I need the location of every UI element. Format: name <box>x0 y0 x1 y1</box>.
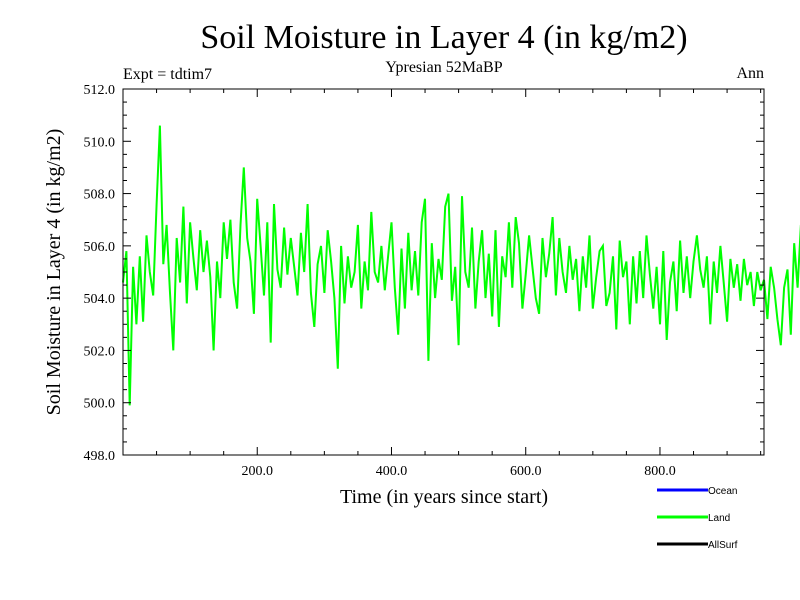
y-tick-label: 508.0 <box>84 188 116 203</box>
series-line-land <box>122 125 800 406</box>
y-tick-label: 500.0 <box>84 397 116 412</box>
plot-frame <box>122 88 765 456</box>
x-tick-label: 800.0 <box>644 464 676 479</box>
chart-title: Soil Moisture in Layer 4 (in kg/m2) <box>200 19 687 56</box>
chart-subtitle: Ypresian 52MaBP <box>385 59 502 76</box>
x-tick-label: 200.0 <box>241 464 273 479</box>
y-tick-label: 502.0 <box>84 344 116 359</box>
x-axis-label: Time (in years since start) <box>340 486 548 508</box>
legend: Ocean Land AllSurf <box>657 486 738 551</box>
y-tick-label: 510.0 <box>84 135 116 150</box>
legend-ocean-label: Ocean <box>708 486 737 497</box>
y-axis-label: Soil Moisture in Layer 4 (in kg/m2) <box>43 129 65 416</box>
x-tick-label: 400.0 <box>376 464 408 479</box>
x-tick-label: 600.0 <box>510 464 542 479</box>
season-label: Ann <box>736 65 764 82</box>
plot-area <box>122 88 800 456</box>
y-tick-label: 512.0 <box>84 83 116 98</box>
y-tick-label: 506.0 <box>84 240 116 255</box>
y-tick-label: 498.0 <box>84 449 116 464</box>
y-tick-label: 504.0 <box>84 292 116 307</box>
experiment-label: Expt = tdtim7 <box>123 66 212 83</box>
legend-land-label: Land <box>708 513 730 524</box>
legend-allsurf-label: AllSurf <box>708 540 738 551</box>
